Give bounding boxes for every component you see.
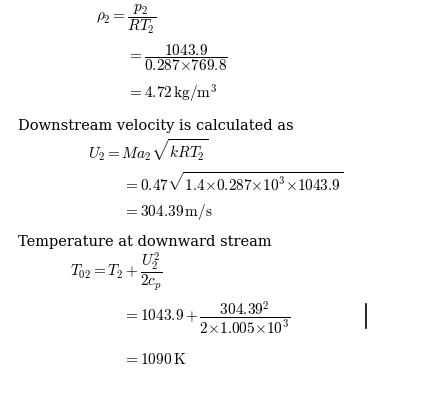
Text: $= 1090\,\mathrm{K}$: $= 1090\,\mathrm{K}$: [123, 351, 186, 366]
Text: $U_2 = Ma_2\sqrt{kRT_2}$: $U_2 = Ma_2\sqrt{kRT_2}$: [88, 137, 208, 163]
Text: Downstream velocity is calculated as: Downstream velocity is calculated as: [18, 119, 293, 132]
Text: Temperature at downward stream: Temperature at downward stream: [18, 234, 271, 248]
Text: $T_{02} = T_2 + \dfrac{U_2^2}{2c_p}$: $T_{02} = T_2 + \dfrac{U_2^2}{2c_p}$: [70, 250, 163, 292]
Text: $= 1043.9 + \dfrac{304.39^2}{2{\times}1.005{\times}10^3}$: $= 1043.9 + \dfrac{304.39^2}{2{\times}1.…: [123, 298, 290, 335]
Text: $= 304.39\,\mathrm{m/s}$: $= 304.39\,\mathrm{m/s}$: [123, 201, 212, 222]
Text: $= 0.47\sqrt{1.4{\times}0.287{\times}10^3{\times}1043.9}$: $= 0.47\sqrt{1.4{\times}0.287{\times}10^…: [123, 171, 343, 194]
Text: $\rho_2 = \dfrac{p_2}{RT_2}$: $\rho_2 = \dfrac{p_2}{RT_2}$: [96, 4, 157, 36]
Text: $= \dfrac{1043.9}{0.287{\times}769.8}$: $= \dfrac{1043.9}{0.287{\times}769.8}$: [127, 42, 228, 73]
Text: $= 4.72\,\mathrm{kg/m^3}$: $= 4.72\,\mathrm{kg/m^3}$: [127, 83, 217, 105]
